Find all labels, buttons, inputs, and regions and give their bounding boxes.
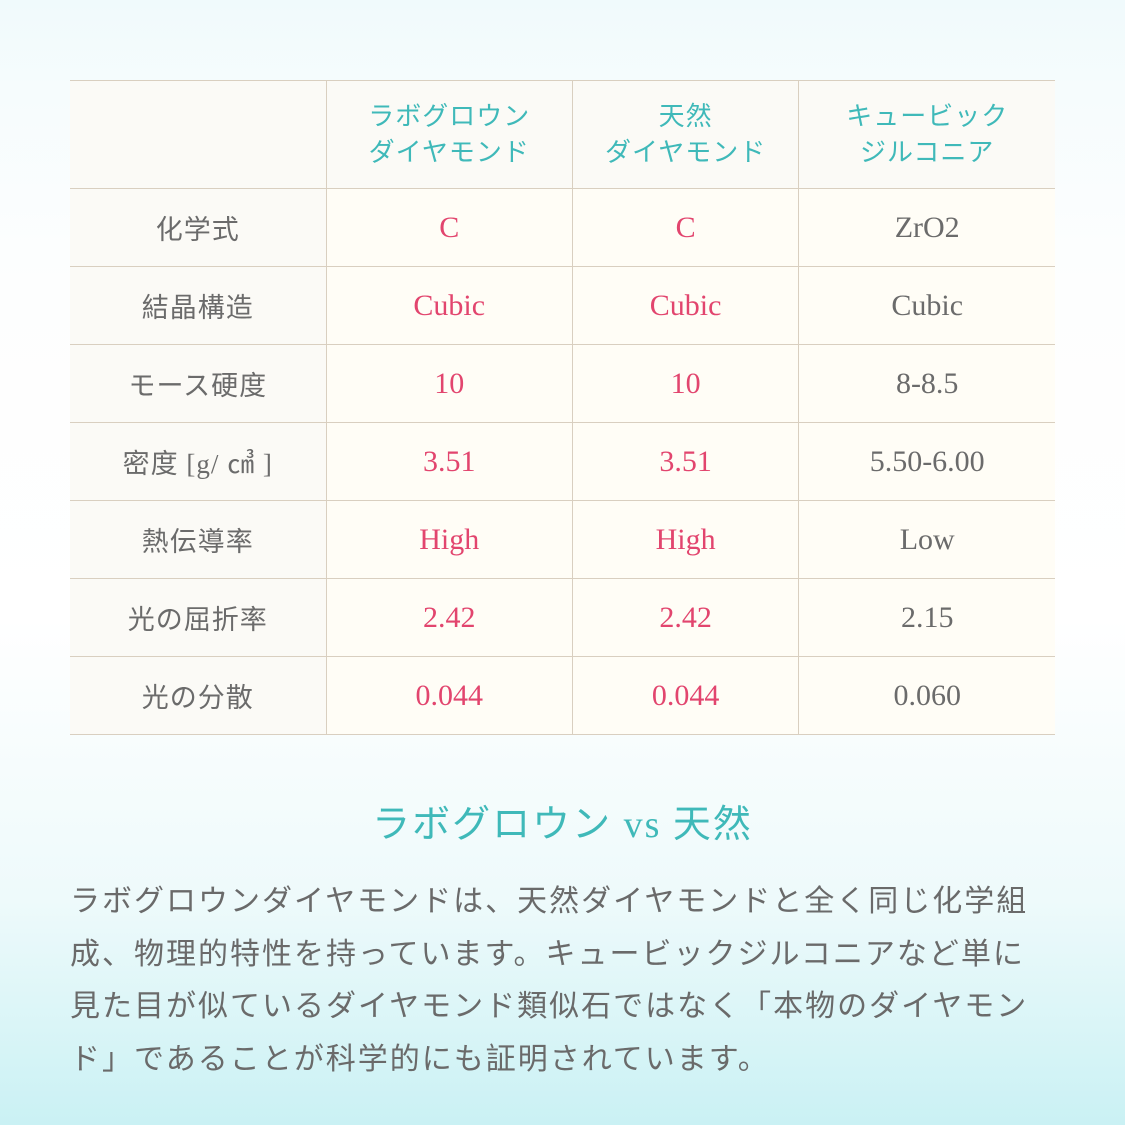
table-row: 密度 [g/ ㎤ ] 3.51 3.51 5.50-6.00: [70, 423, 1055, 501]
cell: 8-8.5: [799, 345, 1055, 423]
cell: Cubic: [572, 267, 799, 345]
table-header-col3: キュービック ジルコニア: [799, 81, 1055, 189]
table-row: 化学式 C C ZrO2: [70, 189, 1055, 267]
col1-line1: ラボグロウン: [368, 102, 530, 131]
row-label: モース硬度: [70, 345, 326, 423]
cell: 0.044: [572, 657, 799, 735]
comparison-table: ラボグロウン ダイヤモンド 天然 ダイヤモンド キュービック ジルコニア 化学式…: [70, 80, 1055, 735]
table-row: 光の分散 0.044 0.044 0.060: [70, 657, 1055, 735]
row-label: 熱伝導率: [70, 501, 326, 579]
cell: Low: [799, 501, 1055, 579]
row-label: 化学式: [70, 189, 326, 267]
cell: 10: [572, 345, 799, 423]
cell: 2.15: [799, 579, 1055, 657]
section-heading: ラボグロウン vs 天然: [70, 793, 1055, 848]
row-label: 光の分散: [70, 657, 326, 735]
cell: High: [572, 501, 799, 579]
col3-line1: キュービック: [846, 102, 1008, 131]
cell: C: [572, 189, 799, 267]
table-header-col2: 天然 ダイヤモンド: [572, 81, 799, 189]
cell: 5.50-6.00: [799, 423, 1055, 501]
cell: 10: [326, 345, 572, 423]
cell: 3.51: [572, 423, 799, 501]
table-row: 光の屈折率 2.42 2.42 2.15: [70, 579, 1055, 657]
section-body: ラボグロウンダイヤモンドは、天然ダイヤモンドと全く同じ化学組成、物理的特性を持っ…: [70, 876, 1055, 1086]
cell: 3.51: [326, 423, 572, 501]
col2-line2: ダイヤモンド: [605, 138, 766, 167]
table-row: 熱伝導率 High High Low: [70, 501, 1055, 579]
table-row: 結晶構造 Cubic Cubic Cubic: [70, 267, 1055, 345]
table-header-col1: ラボグロウン ダイヤモンド: [326, 81, 572, 189]
row-label: 結晶構造: [70, 267, 326, 345]
table-header-empty: [70, 81, 326, 189]
cell: ZrO2: [799, 189, 1055, 267]
cell: 2.42: [572, 579, 799, 657]
cell: 0.060: [799, 657, 1055, 735]
cell: Cubic: [326, 267, 572, 345]
col1-line2: ダイヤモンド: [369, 138, 530, 167]
row-label: 密度 [g/ ㎤ ]: [70, 423, 326, 501]
col2-line1: 天然: [659, 102, 713, 131]
cell: 2.42: [326, 579, 572, 657]
cell: Cubic: [799, 267, 1055, 345]
cell: 0.044: [326, 657, 572, 735]
cell: C: [326, 189, 572, 267]
table-row: モース硬度 10 10 8-8.5: [70, 345, 1055, 423]
cell: High: [326, 501, 572, 579]
col3-line2: ジルコニア: [860, 138, 994, 167]
table-header-row: ラボグロウン ダイヤモンド 天然 ダイヤモンド キュービック ジルコニア: [70, 81, 1055, 189]
row-label: 光の屈折率: [70, 579, 326, 657]
